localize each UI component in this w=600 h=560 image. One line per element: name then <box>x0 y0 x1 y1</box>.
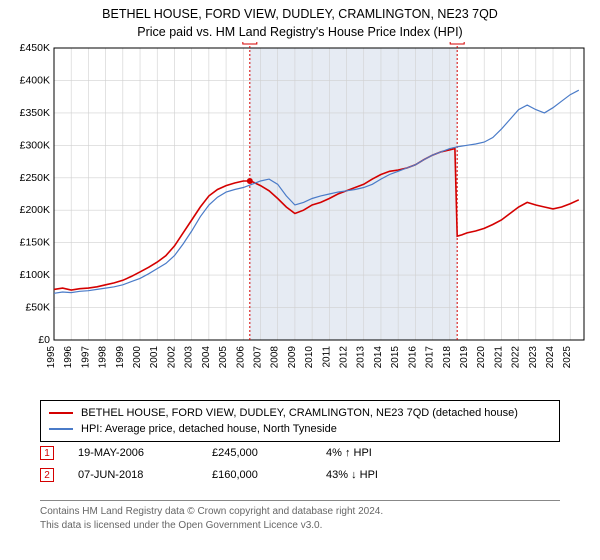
y-tick-label: £100K <box>20 269 50 281</box>
x-tick-label: 2019 <box>459 346 470 369</box>
x-tick-label: 2022 <box>511 346 522 369</box>
event-marker-number: 1 <box>247 42 253 43</box>
y-tick-label: £50K <box>25 302 50 314</box>
chart-title: BETHEL HOUSE, FORD VIEW, DUDLEY, CRAMLIN… <box>0 0 600 24</box>
event-date: 07-JUN-2018 <box>78 469 188 481</box>
x-tick-label: 2023 <box>528 346 539 369</box>
sale-dot <box>247 178 253 184</box>
x-tick-label: 2018 <box>442 346 453 369</box>
x-tick-label: 2025 <box>562 346 573 369</box>
x-tick-label: 2005 <box>218 346 229 369</box>
shaded-band <box>250 48 457 340</box>
y-tick-label: £350K <box>20 107 50 119</box>
legend: BETHEL HOUSE, FORD VIEW, DUDLEY, CRAMLIN… <box>40 400 560 442</box>
event-delta: 4% ↑ HPI <box>326 447 446 459</box>
x-tick-label: 2012 <box>339 346 350 369</box>
x-tick-label: 1997 <box>80 346 91 369</box>
event-date: 19-MAY-2006 <box>78 447 188 459</box>
x-tick-label: 2004 <box>201 346 212 369</box>
x-tick-label: 2020 <box>476 346 487 369</box>
x-tick-label: 2006 <box>235 346 246 369</box>
y-tick-label: £250K <box>20 172 50 184</box>
footer-attribution: Contains HM Land Registry data © Crown c… <box>40 500 560 532</box>
x-tick-label: 2003 <box>184 346 195 369</box>
footer-line-1: Contains HM Land Registry data © Crown c… <box>40 505 560 519</box>
x-tick-label: 2015 <box>390 346 401 369</box>
event-marker-number: 2 <box>454 42 460 43</box>
chart-area: £0 £50K £100K £150K £200K £250K £300K £350K £400… <box>8 42 592 392</box>
x-tick-label: 2017 <box>425 346 436 369</box>
legend-label: HPI: Average price, detached house, Nort… <box>81 421 337 437</box>
legend-row: BETHEL HOUSE, FORD VIEW, DUDLEY, CRAMLIN… <box>49 405 551 421</box>
events-table: 1 19-MAY-2006 £245,000 4% ↑ HPI 2 07-JUN-2018… <box>40 442 560 486</box>
event-delta: 43% ↓ HPI <box>326 469 446 481</box>
y-tick-label: £200K <box>20 204 50 216</box>
y-tick-label: £450K <box>20 42 50 54</box>
event-number-box: 1 <box>40 446 54 460</box>
x-tick-label: 1996 <box>63 346 74 369</box>
event-price: £160,000 <box>212 469 302 481</box>
legend-label: BETHEL HOUSE, FORD VIEW, DUDLEY, CRAMLIN… <box>81 405 518 421</box>
x-tick-label: 2021 <box>493 346 504 369</box>
legend-swatch <box>49 412 73 414</box>
x-tick-label: 2000 <box>132 346 143 369</box>
x-tick-label: 2013 <box>356 346 367 369</box>
event-price: £245,000 <box>212 447 302 459</box>
footer-line-2: This data is licensed under the Open Gov… <box>40 519 560 533</box>
y-tick-label: £400K <box>20 74 50 86</box>
y-tick-label: £0 <box>38 334 50 346</box>
y-tick-label: £300K <box>20 139 50 151</box>
chart-subtitle: Price paid vs. HM Land Registry's House … <box>0 24 600 42</box>
legend-swatch <box>49 428 73 430</box>
x-tick-label: 1995 <box>46 346 57 369</box>
x-tick-label: 2014 <box>373 346 384 369</box>
x-tick-label: 2002 <box>166 346 177 369</box>
x-tick-label: 2011 <box>321 346 332 368</box>
y-tick-label: £150K <box>20 237 50 249</box>
x-tick-label: 2010 <box>304 346 315 369</box>
x-tick-label: 2009 <box>287 346 298 369</box>
x-tick-label: 2016 <box>407 346 418 369</box>
x-tick-label: 2007 <box>252 346 263 369</box>
chart-svg: £0 £50K £100K £150K £200K £250K £300K £350K £400… <box>8 42 592 392</box>
event-row: 2 07-JUN-2018 £160,000 43% ↓ HPI <box>40 464 560 486</box>
legend-row: HPI: Average price, detached house, Nort… <box>49 421 551 437</box>
x-tick-label: 1999 <box>115 346 126 369</box>
x-tick-label: 2024 <box>545 346 556 369</box>
event-number-box: 2 <box>40 468 54 482</box>
event-row: 1 19-MAY-2006 £245,000 4% ↑ HPI <box>40 442 560 464</box>
x-tick-label: 1998 <box>98 346 109 369</box>
x-tick-label: 2008 <box>270 346 281 369</box>
x-tick-label: 2001 <box>149 346 160 369</box>
